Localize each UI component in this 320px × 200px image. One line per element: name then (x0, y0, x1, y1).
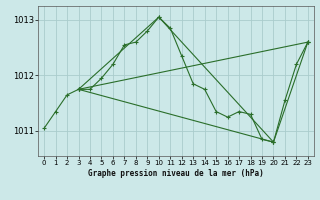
X-axis label: Graphe pression niveau de la mer (hPa): Graphe pression niveau de la mer (hPa) (88, 169, 264, 178)
